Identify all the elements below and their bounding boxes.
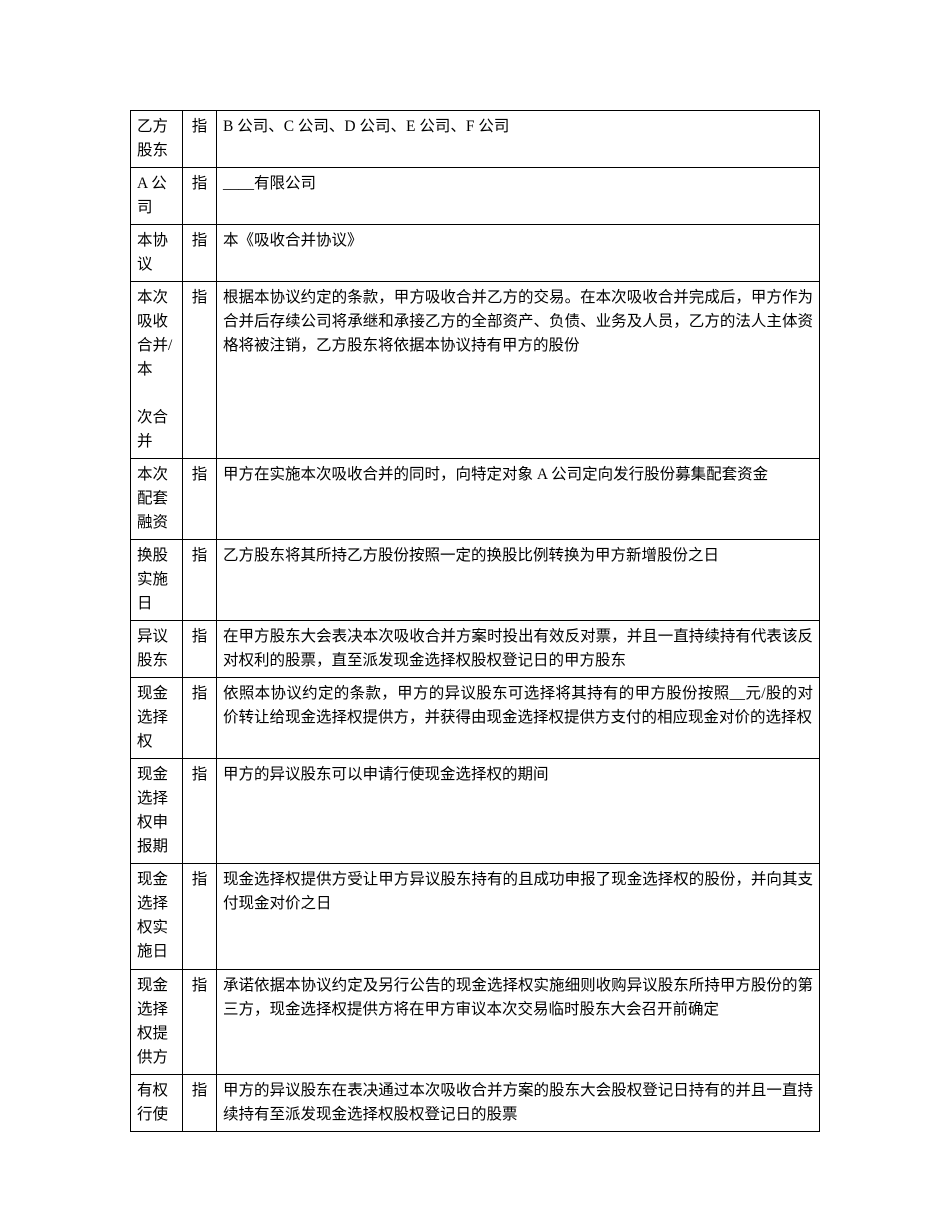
term-cell: 乙方股东	[131, 111, 183, 168]
table-row: 现金选择权实施日指现金选择权提供方受让甲方异议股东持有的且成功申报了现金选择权的…	[131, 864, 820, 969]
definition-cell: 乙方股东将其所持乙方股份按照一定的换股比例转换为甲方新增股份之日	[217, 540, 820, 621]
table-row: 本次配套融资指甲方在实施本次吸收合并的同时，向特定对象 A 公司定向发行股份募集…	[131, 459, 820, 540]
term-cell: 现金选择权提供方	[131, 969, 183, 1074]
indicator-cell: 指	[183, 621, 217, 678]
table-row: 现金选择权指依照本协议约定的条款，甲方的异议股东可选择将其持有的甲方股份按照__…	[131, 678, 820, 759]
definition-cell: 甲方在实施本次吸收合并的同时，向特定对象 A 公司定向发行股份募集配套资金	[217, 459, 820, 540]
indicator-cell: 指	[183, 540, 217, 621]
definition-cell: 本《吸收合并协议》	[217, 225, 820, 282]
term-cell: 本次吸收合并/本次合并	[131, 282, 183, 459]
term-cell: 现金选择权实施日	[131, 864, 183, 969]
indicator-cell: 指	[183, 678, 217, 759]
indicator-cell: 指	[183, 969, 217, 1074]
table-row: 本次吸收合并/本次合并指根据本协议约定的条款，甲方吸收合并乙方的交易。在本次吸收…	[131, 282, 820, 459]
definition-cell: ____有限公司	[217, 168, 820, 225]
table-row: 现金选择权提供方指承诺依据本协议约定及另行公告的现金选择权实施细则收购异议股东所…	[131, 969, 820, 1074]
definition-cell: 现金选择权提供方受让甲方异议股东持有的且成功申报了现金选择权的股份，并向其支付现…	[217, 864, 820, 969]
term-cell: 本协议	[131, 225, 183, 282]
indicator-cell: 指	[183, 282, 217, 459]
definition-cell: 根据本协议约定的条款，甲方吸收合并乙方的交易。在本次吸收合并完成后，甲方作为合并…	[217, 282, 820, 459]
definitions-table: 乙方股东指B 公司、C 公司、D 公司、E 公司、F 公司A 公司指____有限…	[130, 110, 820, 1132]
term-cell: 现金选择权申报期	[131, 759, 183, 864]
table-row: 本协议指本《吸收合并协议》	[131, 225, 820, 282]
table-row: A 公司指____有限公司	[131, 168, 820, 225]
term-cell: 有权行使	[131, 1074, 183, 1131]
definition-cell: 甲方的异议股东在表决通过本次吸收合并方案的股东大会股权登记日持有的并且一直持续持…	[217, 1074, 820, 1131]
table-row: 乙方股东指B 公司、C 公司、D 公司、E 公司、F 公司	[131, 111, 820, 168]
table-row: 换股实施日指乙方股东将其所持乙方股份按照一定的换股比例转换为甲方新增股份之日	[131, 540, 820, 621]
definition-cell: 甲方的异议股东可以申请行使现金选择权的期间	[217, 759, 820, 864]
definition-cell: 承诺依据本协议约定及另行公告的现金选择权实施细则收购异议股东所持甲方股份的第三方…	[217, 969, 820, 1074]
indicator-cell: 指	[183, 225, 217, 282]
definition-cell: 在甲方股东大会表决本次吸收合并方案时投出有效反对票，并且一直持续持有代表该反对权…	[217, 621, 820, 678]
definition-cell: B 公司、C 公司、D 公司、E 公司、F 公司	[217, 111, 820, 168]
term-cell: 本次配套融资	[131, 459, 183, 540]
table-row: 异议股东指在甲方股东大会表决本次吸收合并方案时投出有效反对票，并且一直持续持有代…	[131, 621, 820, 678]
indicator-cell: 指	[183, 759, 217, 864]
indicator-cell: 指	[183, 459, 217, 540]
table-body: 乙方股东指B 公司、C 公司、D 公司、E 公司、F 公司A 公司指____有限…	[131, 111, 820, 1132]
table-row: 有权行使指甲方的异议股东在表决通过本次吸收合并方案的股东大会股权登记日持有的并且…	[131, 1074, 820, 1131]
term-cell: 换股实施日	[131, 540, 183, 621]
definition-cell: 依照本协议约定的条款，甲方的异议股东可选择将其持有的甲方股份按照__元/股的对价…	[217, 678, 820, 759]
table-row: 现金选择权申报期指甲方的异议股东可以申请行使现金选择权的期间	[131, 759, 820, 864]
term-cell: 现金选择权	[131, 678, 183, 759]
indicator-cell: 指	[183, 168, 217, 225]
indicator-cell: 指	[183, 864, 217, 969]
indicator-cell: 指	[183, 111, 217, 168]
indicator-cell: 指	[183, 1074, 217, 1131]
term-cell: 异议股东	[131, 621, 183, 678]
term-cell: A 公司	[131, 168, 183, 225]
